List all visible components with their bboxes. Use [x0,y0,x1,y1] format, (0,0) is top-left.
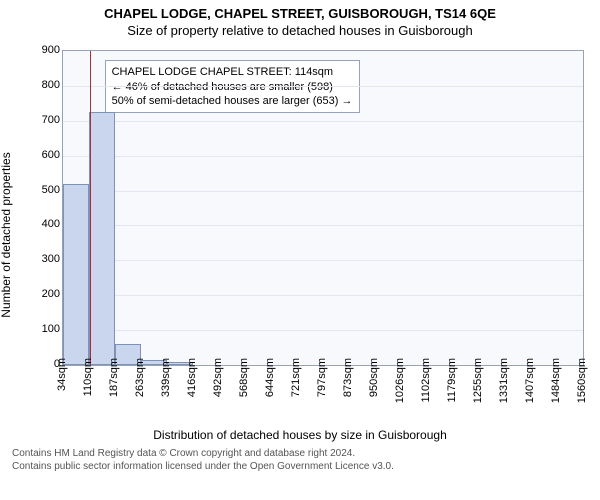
gridline [63,295,583,296]
y-axis-label: Number of detached properties [0,152,13,317]
x-tick-label: 492sqm [212,358,224,397]
x-tick-label: 1484sqm [550,358,562,403]
x-tick-label: 721sqm [290,358,302,397]
x-tick-label: 339sqm [160,358,172,397]
info-line-1: CHAPEL LODGE CHAPEL STREET: 114sqm [112,65,353,79]
chart-area: Number of detached properties CHAPEL LOD… [12,44,588,426]
x-tick-label: 1102sqm [420,358,432,402]
y-tick-label: 600 [34,149,60,161]
x-tick-label: 263sqm [134,358,146,397]
x-tick-label: 1407sqm [524,358,536,403]
chart-title: CHAPEL LODGE, CHAPEL STREET, GUISBOROUGH… [0,6,600,21]
gridline [63,86,583,87]
y-tick-label: 800 [34,79,60,91]
x-tick-label: 644sqm [264,358,276,397]
x-tick-label: 1255sqm [472,358,484,403]
x-axis-label: Distribution of detached houses by size … [0,428,600,442]
y-tick-label: 300 [34,253,60,265]
x-tick-label: 34sqm [56,358,68,391]
x-tick-label: 1026sqm [394,358,406,403]
x-tick-label: 950sqm [368,358,380,397]
footer-attribution: Contains HM Land Registry data © Crown c… [12,448,588,473]
x-tick-label: 797sqm [316,358,328,397]
footer-line-1: Contains HM Land Registry data © Crown c… [12,448,588,461]
footer-line-2: Contains public sector information licen… [12,461,588,474]
gridline [63,330,583,331]
y-tick-label: 500 [34,184,60,196]
info-line-3: 50% of semi-detached houses are larger (… [112,94,353,108]
x-tick-label: 1331sqm [498,358,510,403]
x-tick-label: 1560sqm [576,358,588,403]
y-tick-label: 400 [34,218,60,230]
histogram-bar [89,112,115,365]
x-tick-label: 110sqm [82,358,94,396]
x-tick-label: 873sqm [342,358,354,397]
x-tick-label: 1179sqm [446,358,458,402]
chart-subtitle: Size of property relative to detached ho… [0,23,600,38]
y-tick-label: 200 [34,288,60,300]
gridline [63,260,583,261]
y-tick-label: 900 [34,44,60,56]
gridline [63,156,583,157]
gridline [63,191,583,192]
y-tick-label: 700 [34,114,60,126]
x-tick-label: 187sqm [108,358,120,397]
reference-marker [90,51,91,365]
histogram-bar [63,184,89,365]
x-tick-label: 416sqm [186,358,198,397]
y-tick-label: 100 [34,323,60,335]
plot-region: CHAPEL LODGE CHAPEL STREET: 114sqm ← 46%… [62,50,584,366]
gridline [63,225,583,226]
gridline [63,121,583,122]
x-tick-label: 568sqm [238,358,250,397]
